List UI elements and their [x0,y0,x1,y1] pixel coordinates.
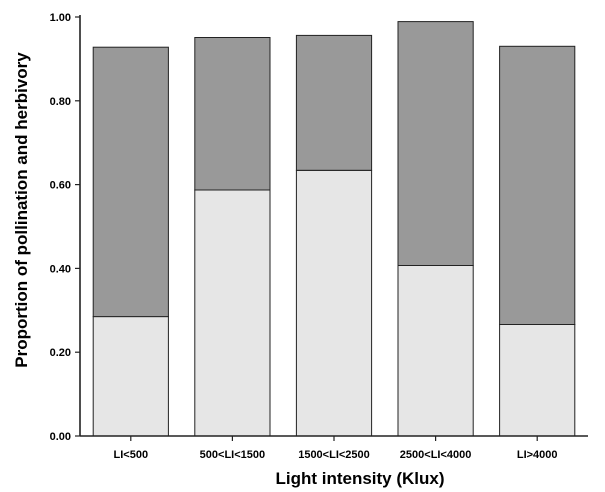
y-tick-label: 1.00 [50,12,71,24]
bar-lower-segment-4 [397,265,474,437]
x-tick-label: 1500<LI<2500 [298,449,370,461]
y-axis-title: Proportion of pollination and herbivory [12,52,31,368]
x-tick-label: LI>4000 [517,449,558,461]
bar-upper-segment-4 [397,21,474,266]
x-tick-label: 500<LI<1500 [200,449,265,461]
x-tick-label: 2500<LI<4000 [400,449,472,461]
bar-upper-segment-1 [92,46,169,318]
y-tick-label: 0.60 [50,180,71,192]
axes-layer [75,15,588,441]
bar-upper-segment-5 [499,45,576,326]
bar-lower-segment-1 [92,316,169,437]
bars-layer [92,21,576,437]
labels-layer: LI<500 500<LI<1500 1500<LI<2500 2500<LI<400… [50,12,558,461]
bar-lower-segment-2 [194,189,271,437]
bar-upper-segment-2 [194,37,271,191]
x-tick-label: LI<500 [114,449,149,461]
y-tick-label: 0.20 [50,347,71,359]
y-tick-label: 0.80 [50,96,71,108]
y-tick-label: 0.40 [50,263,71,275]
y-tick-label: 0.00 [50,431,71,443]
bar-upper-segment-3 [295,34,373,171]
bar-lower-segment-3 [295,169,373,437]
bar-lower-segment-5 [499,324,576,437]
x-axis-title: Light intensity (Klux) [275,469,444,488]
